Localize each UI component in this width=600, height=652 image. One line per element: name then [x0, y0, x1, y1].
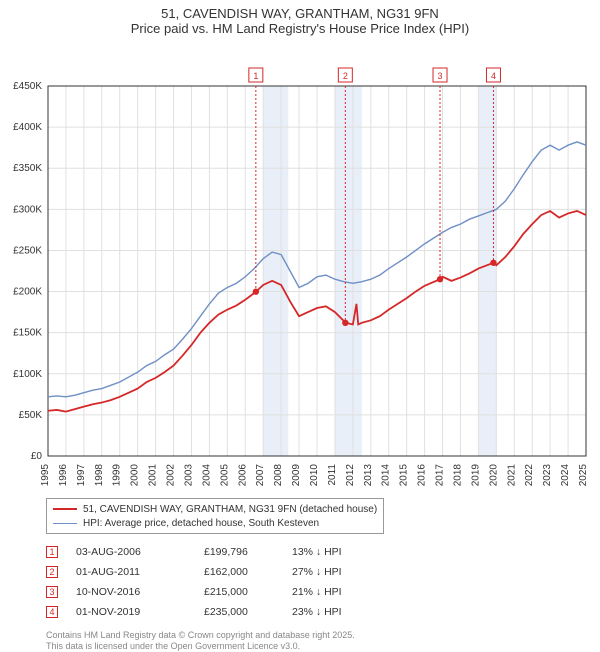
x-tick-label: 2009: [291, 464, 302, 487]
legend-swatch: [53, 508, 77, 510]
transaction-date: 01-AUG-2011: [76, 566, 186, 578]
transaction-date: 10-NOV-2016: [76, 586, 186, 598]
x-tick-label: 2004: [201, 464, 212, 487]
legend-label: 51, CAVENDISH WAY, GRANTHAM, NG31 9FN (d…: [83, 504, 377, 515]
x-tick-label: 2011: [327, 464, 338, 486]
x-tick-label: 2024: [560, 464, 571, 487]
transaction-row: 2 01-AUG-2011 £162,000 27% ↓ HPI: [46, 562, 590, 582]
transaction-price: £235,000: [204, 606, 274, 618]
x-tick-label: 1997: [76, 464, 87, 487]
x-tick-label: 2019: [470, 464, 481, 487]
x-tick-label: 2008: [273, 464, 284, 487]
y-tick-label: £50K: [19, 410, 43, 421]
transaction-marker: 4: [46, 606, 58, 618]
y-tick-label: £450K: [13, 81, 42, 92]
transaction-price: £215,000: [204, 586, 274, 598]
transaction-marker: 2: [46, 566, 58, 578]
title-line-1: 51, CAVENDISH WAY, GRANTHAM, NG31 9FN: [0, 6, 600, 21]
y-tick-label: £300K: [13, 204, 42, 215]
x-tick-label: 2018: [452, 464, 463, 487]
transaction-table: 1 03-AUG-2006 £199,796 13% ↓ HPI 2 01-AUG-201…: [46, 542, 590, 622]
x-tick-label: 2016: [417, 464, 428, 487]
chart-container: £0 £50K £100K £150K £200K £250K £300K £350K £400…: [0, 42, 600, 492]
chart-marker-label: 4: [491, 71, 496, 81]
footnote: Contains HM Land Registry data © Crown c…: [46, 630, 590, 652]
transaction-row: 3 10-NOV-2016 £215,000 21% ↓ HPI: [46, 582, 590, 602]
x-tick-label: 1996: [58, 464, 69, 487]
x-tick-label: 2005: [219, 464, 230, 487]
legend-row: HPI: Average price, detached house, Sout…: [53, 516, 377, 530]
x-tick-label: 2002: [166, 464, 177, 487]
x-tick-label: 2021: [506, 464, 517, 487]
y-tick-label: £0: [31, 451, 43, 462]
legend-swatch: [53, 523, 77, 524]
x-tick-label: 2013: [363, 464, 374, 487]
chart-marker-label: 2: [343, 71, 348, 81]
y-tick-label: £200K: [13, 287, 42, 298]
legend-row: 51, CAVENDISH WAY, GRANTHAM, NG31 9FN (d…: [53, 502, 377, 516]
footnote-line-1: Contains HM Land Registry data © Crown c…: [46, 630, 590, 641]
x-tick-label: 1995: [40, 464, 51, 487]
y-tick-label: £350K: [13, 163, 42, 174]
transaction-price: £199,796: [204, 546, 274, 558]
x-tick-label: 2015: [399, 464, 410, 487]
x-tick-label: 2010: [309, 464, 320, 487]
x-tick-label: 2022: [524, 464, 535, 487]
legend-label: HPI: Average price, detached house, Sout…: [83, 518, 319, 529]
transaction-delta: 27% ↓ HPI: [292, 566, 372, 578]
x-tick-label: 2012: [345, 464, 356, 487]
y-tick-label: £400K: [13, 122, 42, 133]
x-tick-label: 2020: [488, 464, 499, 487]
transaction-marker: 3: [46, 586, 58, 598]
chart-marker-label: 3: [438, 71, 443, 81]
footnote-line-2: This data is licensed under the Open Gov…: [46, 641, 590, 652]
chart-title-block: 51, CAVENDISH WAY, GRANTHAM, NG31 9FN Pr…: [0, 0, 600, 36]
y-tick-label: £150K: [13, 328, 42, 339]
x-tick-label: 2001: [148, 464, 159, 487]
transaction-delta: 21% ↓ HPI: [292, 586, 372, 598]
legend: 51, CAVENDISH WAY, GRANTHAM, NG31 9FN (d…: [46, 498, 384, 534]
x-tick-label: 2007: [255, 464, 266, 487]
transaction-row: 4 01-NOV-2019 £235,000 23% ↓ HPI: [46, 602, 590, 622]
title-line-2: Price paid vs. HM Land Registry's House …: [0, 21, 600, 36]
transaction-marker: 1: [46, 546, 58, 558]
y-tick-label: £100K: [13, 369, 42, 380]
x-tick-label: 2017: [435, 464, 446, 487]
x-tick-label: 1998: [94, 464, 105, 487]
transaction-date: 01-NOV-2019: [76, 606, 186, 618]
y-tick-label: £250K: [13, 245, 42, 256]
transaction-date: 03-AUG-2006: [76, 546, 186, 558]
chart-marker-label: 1: [253, 71, 258, 81]
x-tick-label: 2014: [381, 464, 392, 487]
x-tick-label: 2000: [130, 464, 141, 487]
x-tick-label: 2025: [578, 464, 589, 487]
price-chart: £0 £50K £100K £150K £200K £250K £300K £350K £400…: [0, 42, 600, 492]
transaction-row: 1 03-AUG-2006 £199,796 13% ↓ HPI: [46, 542, 590, 562]
transaction-delta: 13% ↓ HPI: [292, 546, 372, 558]
x-tick-label: 2006: [237, 464, 248, 487]
x-tick-label: 1999: [112, 464, 123, 487]
x-tick-label: 2023: [542, 464, 553, 487]
x-tick-label: 2003: [183, 464, 194, 487]
transaction-price: £162,000: [204, 566, 274, 578]
transaction-delta: 23% ↓ HPI: [292, 606, 372, 618]
